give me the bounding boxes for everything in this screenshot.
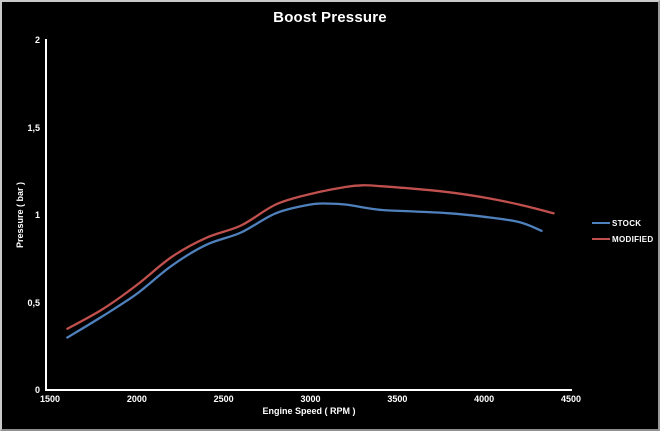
x-axis-title: Engine Speed ( RPM ) [262, 406, 356, 416]
y-tick-label: 2 [34, 35, 40, 45]
series-line-shadow-stock [66, 202, 543, 341]
x-tick-label: 3500 [387, 394, 408, 404]
legend-item-stock: STOCK [592, 215, 654, 231]
y-axis-title: Pressure ( bar ) [15, 181, 25, 249]
legend-line-swatch [592, 222, 610, 224]
series-line-modified [66, 184, 555, 330]
y-tick-label: 0 [34, 385, 40, 395]
chart-title: Boost Pressure [273, 9, 387, 26]
legend-line-swatch [592, 238, 610, 240]
series-line-shadow-modified [66, 184, 555, 332]
x-tick-label: 1500 [39, 394, 61, 404]
legend-item-modified: MODIFIED [592, 231, 654, 247]
x-tick-label: 4500 [560, 394, 582, 404]
x-tick-label: 4000 [474, 394, 495, 404]
y-tick-label: 1 [34, 210, 40, 220]
x-tick-label: 2000 [126, 394, 147, 404]
y-tick-label: 0,5 [27, 297, 40, 308]
legend-label: STOCK [612, 218, 642, 228]
series-line-stock [66, 202, 543, 339]
legend: STOCK MODIFIED [592, 215, 654, 247]
series-lines [66, 184, 555, 341]
legend-label: MODIFIED [612, 234, 654, 244]
y-tick-label: 1,5 [27, 122, 40, 133]
x-tick-label: 3000 [300, 394, 321, 404]
x-tick-label: 2500 [213, 394, 234, 404]
